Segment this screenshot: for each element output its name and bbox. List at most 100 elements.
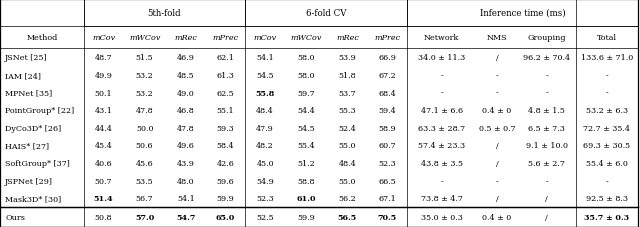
Text: MPNet [35]: MPNet [35] [5, 89, 52, 97]
Text: 58.0: 58.0 [298, 54, 315, 62]
Text: Mask3D* [30]: Mask3D* [30] [5, 195, 61, 202]
Text: 58.4: 58.4 [217, 142, 234, 150]
Text: 54.4: 54.4 [298, 107, 315, 115]
Text: Method: Method [26, 34, 58, 42]
Text: /: / [545, 195, 548, 202]
Text: /: / [495, 159, 499, 167]
Text: 57.0: 57.0 [135, 213, 154, 221]
Text: 48.4: 48.4 [339, 159, 356, 167]
Text: 50.0: 50.0 [136, 124, 154, 132]
Text: 62.1: 62.1 [216, 54, 234, 62]
Text: 5.6 ± 2.7: 5.6 ± 2.7 [528, 159, 565, 167]
Text: 55.4 ± 6.0: 55.4 ± 6.0 [586, 159, 628, 167]
Text: 58.0: 58.0 [298, 72, 315, 80]
Text: 43.1: 43.1 [95, 107, 113, 115]
Text: 47.8: 47.8 [177, 124, 195, 132]
Text: /: / [495, 54, 499, 62]
Text: 48.0: 48.0 [177, 177, 195, 185]
Text: 48.2: 48.2 [256, 142, 274, 150]
Text: 43.9: 43.9 [177, 159, 195, 167]
Text: 65.0: 65.0 [216, 213, 235, 221]
Text: 53.7: 53.7 [339, 89, 356, 97]
Text: 51.4: 51.4 [93, 195, 113, 202]
Text: 55.4: 55.4 [298, 142, 315, 150]
Text: 66.9: 66.9 [378, 54, 396, 62]
Text: -: - [440, 177, 443, 185]
Text: 40.6: 40.6 [95, 159, 113, 167]
Text: 59.3: 59.3 [216, 124, 234, 132]
Text: mWCov: mWCov [291, 34, 322, 42]
Text: 52.4: 52.4 [339, 124, 356, 132]
Text: Total: Total [597, 34, 617, 42]
Text: 54.9: 54.9 [256, 177, 274, 185]
Text: mPrec: mPrec [212, 34, 239, 42]
Text: -: - [495, 89, 499, 97]
Text: /: / [495, 142, 499, 150]
Text: 35.7 ± 0.3: 35.7 ± 0.3 [584, 213, 630, 221]
Text: 53.2: 53.2 [136, 72, 154, 80]
Text: 50.6: 50.6 [136, 142, 154, 150]
Text: 51.8: 51.8 [339, 72, 356, 80]
Text: JSPNet [29]: JSPNet [29] [5, 177, 53, 185]
Text: 72.7 ± 35.4: 72.7 ± 35.4 [584, 124, 630, 132]
Text: 53.2: 53.2 [136, 89, 154, 97]
Text: -: - [605, 72, 608, 80]
Text: 52.3: 52.3 [256, 195, 274, 202]
Text: 43.8 ± 3.5: 43.8 ± 3.5 [420, 159, 463, 167]
Text: 49.6: 49.6 [177, 142, 195, 150]
Text: HAIS* [27]: HAIS* [27] [5, 142, 49, 150]
Text: 55.0: 55.0 [339, 177, 356, 185]
Text: -: - [440, 89, 443, 97]
Text: 58.8: 58.8 [298, 177, 315, 185]
Text: 62.5: 62.5 [216, 89, 234, 97]
Text: 0.4 ± 0: 0.4 ± 0 [483, 213, 511, 221]
Text: 5th-fold: 5th-fold [148, 9, 181, 18]
Text: 59.4: 59.4 [378, 107, 396, 115]
Text: PointGroup* [22]: PointGroup* [22] [5, 107, 74, 115]
Text: mWCov: mWCov [129, 34, 161, 42]
Text: 59.7: 59.7 [298, 89, 315, 97]
Text: 54.5: 54.5 [257, 72, 274, 80]
Text: 48.5: 48.5 [177, 72, 195, 80]
Text: 44.4: 44.4 [95, 124, 113, 132]
Text: 49.0: 49.0 [177, 89, 195, 97]
Text: 67.1: 67.1 [378, 195, 396, 202]
Text: 69.3 ± 30.5: 69.3 ± 30.5 [584, 142, 630, 150]
Text: 92.5 ± 8.3: 92.5 ± 8.3 [586, 195, 628, 202]
Text: 53.5: 53.5 [136, 177, 154, 185]
Text: 57.4 ± 23.3: 57.4 ± 23.3 [418, 142, 465, 150]
Text: 60.7: 60.7 [378, 142, 396, 150]
Text: 55.3: 55.3 [339, 107, 356, 115]
Text: 55.8: 55.8 [255, 89, 275, 97]
Text: JSNet [25]: JSNet [25] [5, 54, 47, 62]
Text: Grouping: Grouping [527, 34, 566, 42]
Text: 4.8 ± 1.5: 4.8 ± 1.5 [528, 107, 565, 115]
Text: 54.1: 54.1 [256, 54, 274, 62]
Text: mRec: mRec [174, 34, 197, 42]
Text: 51.2: 51.2 [298, 159, 315, 167]
Text: 58.9: 58.9 [378, 124, 396, 132]
Text: 0.5 ± 0.7: 0.5 ± 0.7 [479, 124, 515, 132]
Text: 50.1: 50.1 [95, 89, 113, 97]
Text: /: / [545, 213, 548, 221]
Text: 61.0: 61.0 [296, 195, 316, 202]
Text: 59.6: 59.6 [216, 177, 234, 185]
Text: 56.5: 56.5 [338, 213, 357, 221]
Text: 6-fold CV: 6-fold CV [306, 9, 346, 18]
Text: 67.2: 67.2 [378, 72, 396, 80]
Text: 50.7: 50.7 [95, 177, 112, 185]
Text: -: - [545, 177, 548, 185]
Text: 68.4: 68.4 [378, 89, 396, 97]
Text: 0.4 ± 0: 0.4 ± 0 [483, 107, 511, 115]
Text: 51.5: 51.5 [136, 54, 154, 62]
Text: 56.2: 56.2 [339, 195, 356, 202]
Text: mRec: mRec [336, 34, 359, 42]
Text: 54.7: 54.7 [176, 213, 195, 221]
Text: NMS: NMS [486, 34, 508, 42]
Text: 56.7: 56.7 [136, 195, 154, 202]
Text: 63.3 ± 28.7: 63.3 ± 28.7 [418, 124, 465, 132]
Text: -: - [495, 177, 499, 185]
Text: -: - [545, 89, 548, 97]
Text: 6.5 ± 7.3: 6.5 ± 7.3 [528, 124, 565, 132]
Text: 45.4: 45.4 [95, 142, 113, 150]
